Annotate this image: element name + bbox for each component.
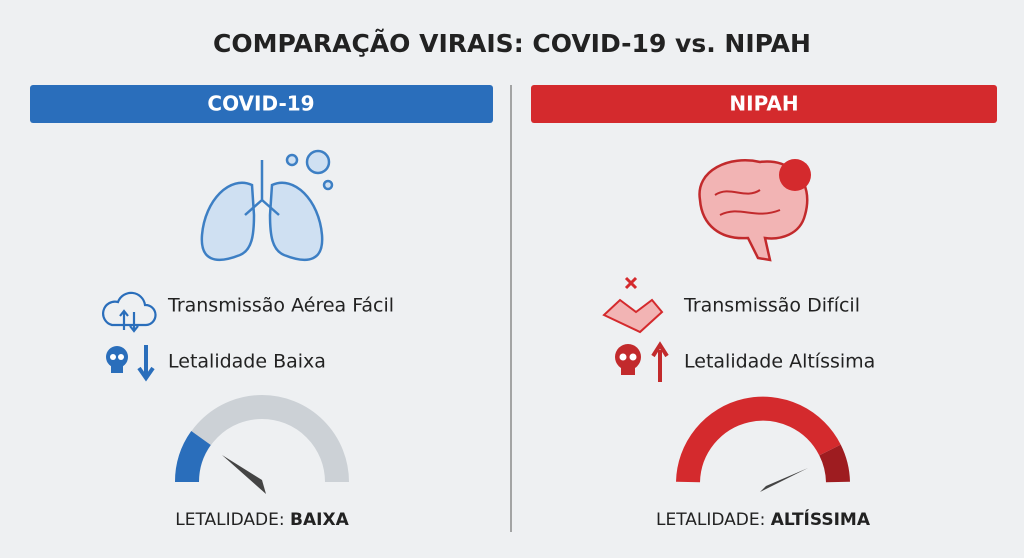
panel-covid: COVID-19 Transmissão Aérea Fácil Letalid… <box>30 85 493 530</box>
gauge <box>174 395 349 494</box>
handshake-icon <box>602 276 664 334</box>
brain-icon <box>698 159 811 262</box>
lungs-icon <box>200 149 334 262</box>
gauge <box>676 396 850 492</box>
feature-text: Letalidade Baixa <box>168 351 326 373</box>
feature-text: Letalidade Altíssima <box>684 351 875 373</box>
skull-down-icon <box>106 345 155 382</box>
panel-header: COVID-19 <box>207 92 314 116</box>
cloud-icon <box>102 291 157 333</box>
panel-header: NIPAH <box>729 92 798 116</box>
gauge-label: LETALIDADE: BAIXA <box>175 510 349 530</box>
gauge-caption: LETALIDADE: <box>175 510 284 530</box>
header-bar <box>30 85 493 123</box>
header-bar <box>531 85 997 123</box>
panel-nipah: NIPAH Transmissão Difícil Letalidade Alt… <box>531 85 997 530</box>
gauge-level: ALTÍSSIMA <box>771 508 871 530</box>
skull-up-icon <box>615 341 669 382</box>
title: COMPARAÇÃO VIRAIS: COVID-19 vs. NIPAH <box>213 29 811 58</box>
feature-text: Transmissão Aérea Fácil <box>167 295 394 317</box>
gauge-label: LETALIDADE: ALTÍSSIMA <box>656 508 871 530</box>
gauge-level: BAIXA <box>290 510 350 530</box>
gauge-caption: LETALIDADE: <box>656 510 765 530</box>
feature-text: Transmissão Difícil <box>683 295 860 317</box>
